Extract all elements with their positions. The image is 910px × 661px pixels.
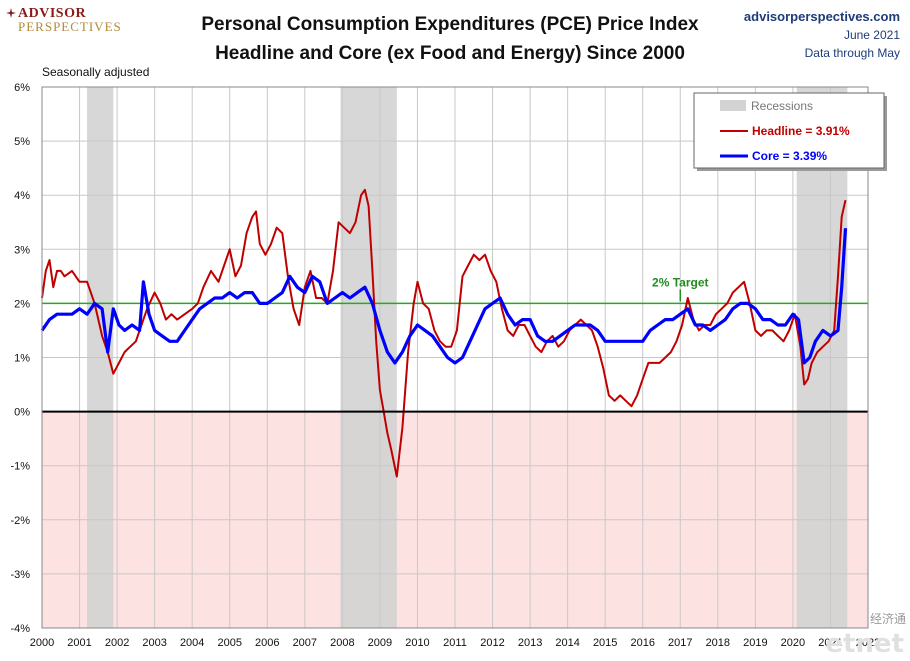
series-line-headline [41,188,847,478]
y-tick-label: 4% [14,190,30,202]
x-tick-label: 2002 [105,637,129,649]
chart-subtitle: Headline and Core (ex Food and Energy) S… [215,43,685,64]
x-tick-label: 2000 [30,637,54,649]
logo-line2: PERSPECTIVES [18,19,122,34]
x-tick-label: 2018 [706,637,730,649]
x-tick-label: 2004 [180,637,204,649]
y-tick-label: 5% [14,136,30,148]
source-block: advisorperspectives.com June 2021 Data t… [744,8,900,62]
plot-frame [41,86,869,629]
y-tick-label: 3% [14,244,30,256]
x-tick-label: 2009 [368,637,392,649]
x-tick-label: 2021 [818,637,842,649]
y-tick-label: 2% [14,298,30,310]
x-tick-label: 2014 [555,637,579,649]
y-tick-label: -3% [10,569,30,581]
logo-line1: ADVISOR [18,6,87,21]
x-tick-label: 2011 [443,637,467,649]
x-tick-label: 2010 [405,637,429,649]
y-tick-label: 1% [14,353,30,365]
x-tick-label: 2012 [480,637,504,649]
x-tick-label: 2022 [856,637,880,649]
x-tick-label: 2016 [630,637,654,649]
compass-icon [6,8,16,18]
x-tick-label: 2003 [142,637,166,649]
publish-date: June 2021 [843,28,900,42]
y-tick-label: 6% [14,82,30,94]
x-tick-label: 2007 [293,637,317,649]
y-tick-label: 0% [14,407,30,419]
watermark: etnet [825,629,904,659]
data-through: Data through May [804,46,900,60]
x-tick-label: 2006 [255,637,279,649]
y-tick-label: -1% [10,461,30,473]
x-tick-label: 2015 [593,637,617,649]
x-tick-label: 2001 [67,637,91,649]
x-tick-label: 2008 [330,637,354,649]
adjustment-note: Seasonally adjusted [42,65,150,79]
legend-swatch-recession [720,100,746,111]
x-tick-label: 2020 [781,637,805,649]
target-label: 2% Target [652,275,708,289]
y-tick-label: -2% [10,515,30,527]
legend-label: Headline = 3.91% [752,124,850,138]
chart-title: Personal Consumption Expenditures (PCE) … [201,14,699,35]
y-tick-label: -4% [10,623,30,635]
site-url: advisorperspectives.com [743,9,900,24]
legend-label: Recessions [751,99,813,113]
series-line-core [40,228,848,365]
legend-label: Core = 3.39% [752,149,827,163]
x-tick-label: 2017 [668,637,692,649]
x-tick-label: 2013 [518,637,542,649]
watermark-cn: 经济通 [869,612,906,626]
x-tick-label: 2019 [743,637,767,649]
brand-logo: ADVISOR PERSPECTIVES [6,6,122,35]
x-tick-label: 2005 [217,637,241,649]
